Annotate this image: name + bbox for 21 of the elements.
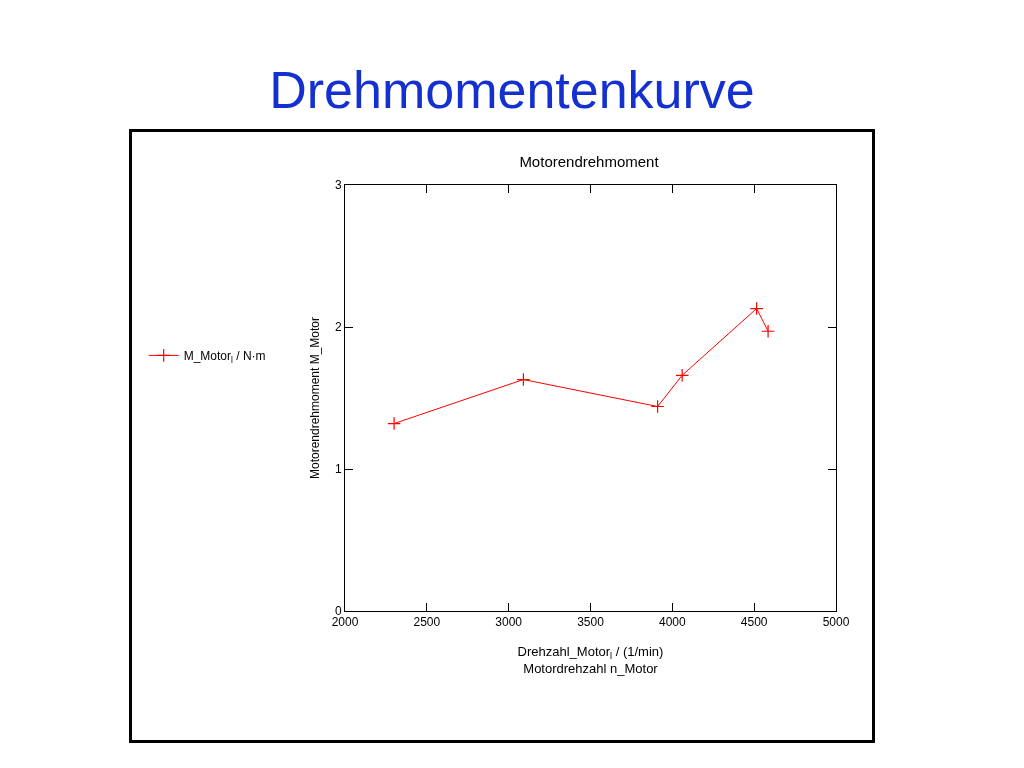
x-tick-label: 4000 (658, 615, 686, 630)
legend-label: M_Motor$_{l}$ / N·m (183, 349, 266, 365)
y-tick-label: 1 (334, 462, 342, 477)
y-tick-label: 3 (334, 178, 342, 193)
point (650, 399, 665, 414)
point (387, 416, 401, 431)
x-tick-label: 2000 (331, 615, 359, 630)
x-tick-label: 3500 (577, 615, 605, 630)
point (516, 372, 531, 387)
x-tick-label: 3000 (495, 615, 523, 630)
y-tick-label: 2 (334, 320, 342, 335)
point (675, 368, 690, 383)
point (749, 301, 764, 316)
x-axis-title: Drehzahl_Motor$_{l}$ / (1/min) Motordrehzahl n_Motor (517, 644, 664, 676)
chart-subtitle: Motorendrehmoment (519, 153, 660, 171)
point (761, 324, 775, 339)
x-tick-label: 4500 (740, 615, 768, 630)
x-tick-label: 2500 (413, 615, 441, 630)
x-tick-label: 5000 (822, 615, 850, 630)
chart-title: Drehmomentenkurve (268, 61, 756, 119)
y-axis-title: Motorendrehmoment M_Motor (308, 316, 323, 480)
